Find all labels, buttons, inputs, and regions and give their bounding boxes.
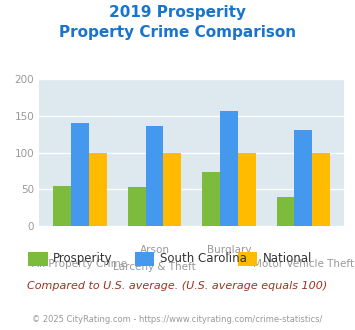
Bar: [146, 126, 163, 226]
Text: Compared to U.S. average. (U.S. average equals 100): Compared to U.S. average. (U.S. average …: [27, 281, 328, 291]
Bar: [238, 152, 256, 226]
Text: Larceny & Theft: Larceny & Theft: [113, 262, 196, 272]
Text: All Property Crime: All Property Crime: [32, 259, 127, 269]
Text: Prosperity: Prosperity: [53, 252, 113, 265]
Text: National: National: [263, 252, 312, 265]
Bar: [294, 130, 312, 226]
Text: South Carolina: South Carolina: [160, 252, 247, 265]
Bar: [128, 187, 146, 226]
Text: Property Crime Comparison: Property Crime Comparison: [59, 25, 296, 40]
Text: Motor Vehicle Theft: Motor Vehicle Theft: [253, 259, 354, 269]
Bar: [163, 152, 181, 226]
Bar: [220, 111, 238, 226]
Text: © 2025 CityRating.com - https://www.cityrating.com/crime-statistics/: © 2025 CityRating.com - https://www.city…: [32, 315, 323, 324]
Bar: [312, 152, 330, 226]
Bar: [202, 172, 220, 226]
Bar: [277, 197, 294, 226]
Bar: [71, 123, 89, 226]
Text: 2019 Prosperity: 2019 Prosperity: [109, 5, 246, 20]
Text: Burglary: Burglary: [207, 246, 251, 255]
Text: Arson: Arson: [140, 246, 169, 255]
Bar: [89, 152, 107, 226]
Bar: [53, 186, 71, 226]
